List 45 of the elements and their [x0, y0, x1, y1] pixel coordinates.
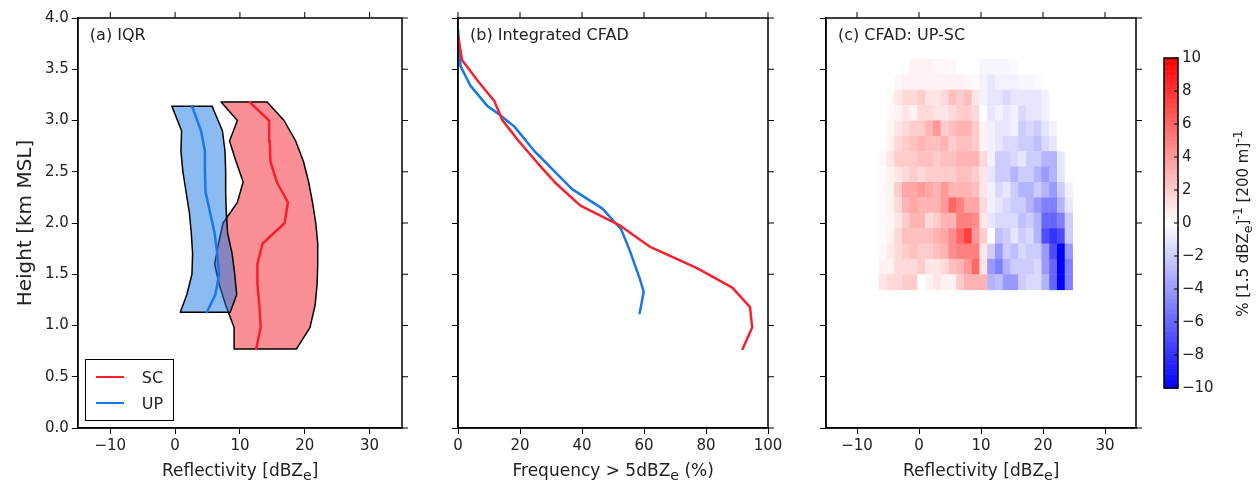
y-tick-label: 3.0: [45, 110, 69, 129]
x-tick-label: 40: [572, 435, 592, 454]
color-bar-label: 0: [1182, 212, 1192, 231]
color-bar-label: −8: [1182, 344, 1205, 363]
x-axis-title: Frequency > 5dBZ$_{e}$ (%): [512, 460, 714, 484]
x-tick-label: 30: [1095, 435, 1115, 454]
text: (c) CFAD: UP-SC: [838, 25, 966, 45]
x-tick-label: 20: [1033, 435, 1053, 454]
legend-label: SC: [141, 367, 164, 387]
x-tick-label: 20: [510, 435, 530, 454]
color-bar-label: 2: [1182, 179, 1192, 198]
color-bar-label: −2: [1182, 245, 1205, 264]
x-tick-label: 0: [914, 435, 924, 454]
x-tick-label: 0: [170, 435, 180, 454]
color-bar-label: 10: [1182, 47, 1202, 66]
y-tick-label: 0.5: [45, 366, 69, 385]
x-tick-label: 0: [453, 435, 463, 454]
x-tick-label: 80: [696, 435, 716, 454]
y-tick-label: 0.0: [45, 417, 69, 436]
x-tick-label: 60: [634, 435, 654, 454]
y-tick-label: 1.0: [45, 315, 69, 334]
x-tick-label: 30: [360, 435, 380, 454]
legend-label: UP: [141, 393, 164, 413]
y-tick-label: 1.5: [45, 264, 69, 283]
x-tick-label: 20: [295, 435, 315, 454]
color-bar-label: 4: [1182, 146, 1192, 165]
text: (a) IQR: [89, 25, 146, 45]
text: (b) Integrated CFAD: [470, 25, 629, 45]
x-tick-label: 100: [753, 435, 783, 454]
color-bar-label: 8: [1182, 80, 1192, 99]
y-axis-title: Height [km MSL]: [11, 139, 36, 307]
y-tick-label: 2.5: [45, 161, 69, 180]
x-tick-label: −10: [841, 435, 873, 454]
color-bar-label: 6: [1182, 113, 1192, 132]
x-tick-label: 10: [971, 435, 991, 454]
y-tick-label: 3.5: [45, 59, 69, 78]
y-tick-label: 4.0: [45, 7, 69, 26]
color-bar-label: −4: [1182, 278, 1205, 297]
x-tick-label: 10: [230, 435, 250, 454]
x-axis-title: Reflectivity [dBZ$_{e}$]: [161, 460, 319, 484]
color-bar-label: −10: [1182, 377, 1214, 396]
x-axis-title: Reflectivity [dBZ$_{e}$]: [903, 460, 1060, 484]
y-tick-label: 2.0: [45, 212, 69, 231]
x-tick-label: −10: [94, 435, 127, 454]
color-bar-label: −6: [1182, 311, 1205, 330]
